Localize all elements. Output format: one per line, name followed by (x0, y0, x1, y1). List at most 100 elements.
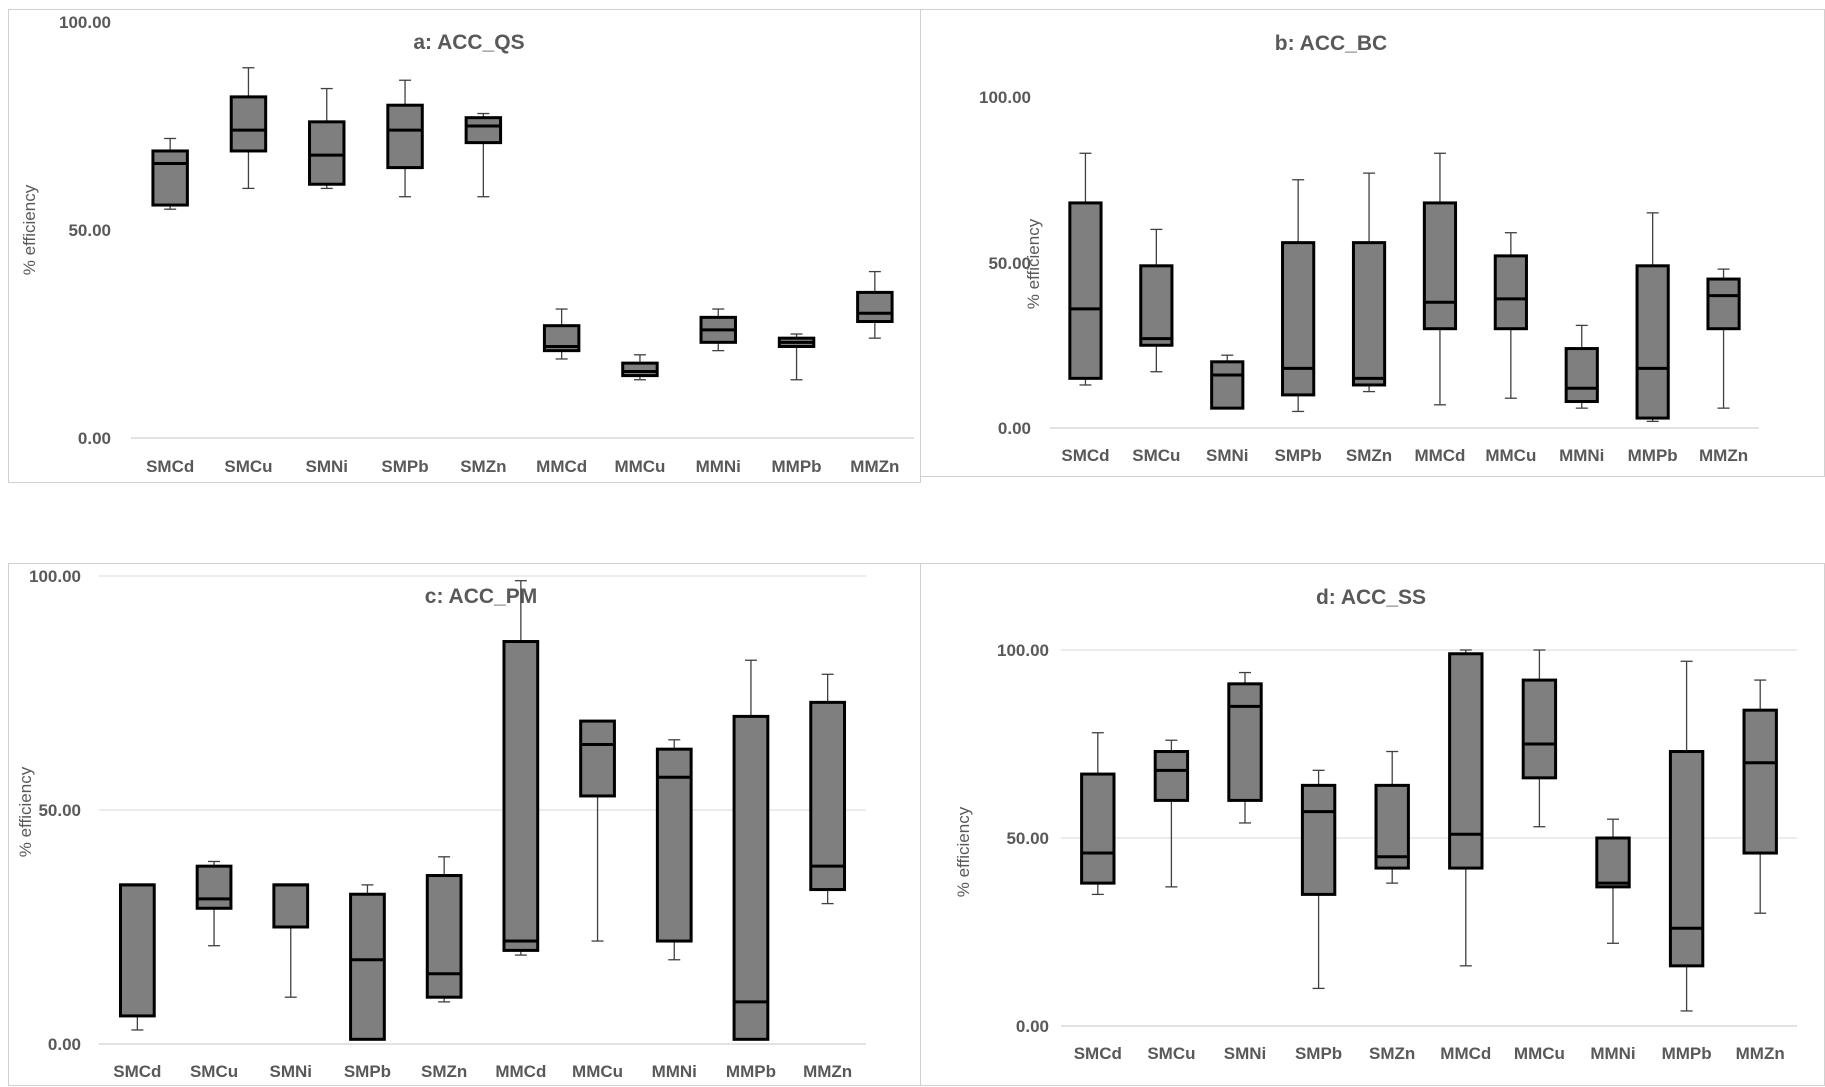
x-tick-label: MMZn (1736, 1044, 1785, 1063)
y-tick-label: 100.00 (979, 88, 1031, 107)
box-mmni (655, 739, 693, 961)
box-iqr (1493, 254, 1528, 331)
y-tick-label: 0.00 (78, 429, 111, 448)
x-tick-label: SMZn (421, 1062, 467, 1081)
x-tick-label: SMZn (1346, 446, 1392, 465)
box-iqr (1706, 277, 1741, 331)
box-iqr (579, 719, 616, 798)
y-tick-label: 50.00 (1006, 829, 1049, 848)
chart-title: d: ACC_SS (1316, 586, 1426, 609)
x-tick-label: MMZn (1699, 446, 1748, 465)
box-mmni (1595, 818, 1631, 944)
y-tick-label: 100.00 (59, 13, 111, 32)
box-iqr (464, 116, 503, 145)
box-smpb (386, 79, 424, 198)
box-smcu (229, 67, 268, 190)
box-mmcd (1448, 649, 1484, 967)
chart-title: b: ACC_BC (1275, 32, 1387, 55)
box-smcd (1068, 152, 1103, 386)
box-iqr (856, 290, 894, 324)
y-tick-label: 100.00 (29, 567, 81, 586)
x-tick-label: SMCd (1061, 446, 1109, 465)
x-tick-label: SMPb (1275, 446, 1322, 465)
box-iqr (349, 892, 386, 1041)
y-axis-label: % efficiency (1024, 218, 1043, 309)
x-tick-label: MMCu (1514, 1044, 1565, 1063)
chart-panel-b: b: ACC_BC % efficiency 0.00 50.00 100.00 SMCd… (920, 9, 1825, 477)
box-iqr (1300, 783, 1337, 896)
y-tick-label: 50.00 (68, 221, 111, 240)
box-smzn (1374, 750, 1410, 884)
box-smzn (425, 856, 463, 1003)
x-tick-label: SMCu (190, 1062, 238, 1081)
chart-a-svg: a: ACC_QS % efficiency 0.00 50.00 100.00 SMCd… (20, 13, 914, 476)
box-iqr (1139, 264, 1174, 347)
box-mmzn (856, 270, 894, 339)
box-mmcd (502, 580, 540, 956)
box-smzn (464, 112, 503, 198)
x-tick-label: MMCd (536, 457, 587, 476)
box-iqr (118, 883, 156, 1018)
box-mmcu (621, 354, 659, 381)
box-smpb (1281, 179, 1316, 413)
x-tick-label: SMNi (1224, 1044, 1267, 1063)
box-iqr (1080, 772, 1116, 885)
box-iqr (151, 149, 189, 207)
x-tick-label: MMNi (652, 1062, 697, 1081)
y-tick-label: 50.00 (38, 801, 81, 820)
box-iqr (1521, 678, 1558, 780)
box-iqr (621, 361, 659, 378)
box-iqr (386, 103, 424, 170)
box-mmcd (542, 308, 581, 360)
x-tick-label: SMCu (224, 457, 272, 476)
x-tick-label: MMPb (1662, 1044, 1712, 1063)
box-mmcu (1493, 232, 1528, 399)
x-tick-label: MMCd (495, 1062, 546, 1081)
box-mmcu (579, 719, 616, 942)
chart-c-svg: c: ACC_PM % efficiency 0.00 50.00 100.00 SMCd… (16, 567, 866, 1081)
box-smcd (1080, 732, 1116, 896)
x-tick-label: SMCd (146, 457, 194, 476)
box-smni (1227, 671, 1263, 824)
box-smcd (118, 883, 156, 1031)
box-smni (308, 87, 346, 190)
box-smcd (151, 137, 189, 210)
box-smni (1210, 354, 1245, 410)
x-tick-label: MMCu (1485, 446, 1536, 465)
box-smcu (1139, 228, 1174, 373)
box-iqr (1668, 750, 1705, 968)
x-tick-label: SMZn (460, 457, 506, 476)
chart-panel-a: a: ACC_QS % efficiency 0.00 50.00 100.00 SMCd… (8, 9, 921, 483)
box-mmcd (1422, 152, 1458, 406)
box-mmcu (1521, 649, 1558, 828)
y-tick-label: 0.00 (1016, 1017, 1049, 1036)
box-iqr (1351, 241, 1387, 387)
box-iqr (1281, 241, 1316, 397)
y-tick-label: 50.00 (988, 254, 1031, 273)
box-iqr (272, 883, 310, 929)
x-tick-label: MMCu (614, 457, 665, 476)
x-tick-label: MMNi (1559, 446, 1604, 465)
chart-b-svg: b: ACC_BC % efficiency 0.00 50.00 100.00 SMCd… (979, 32, 1759, 465)
x-tick-label: MMPb (1628, 446, 1678, 465)
y-tick-label: 0.00 (48, 1035, 81, 1054)
box-iqr (732, 714, 770, 1041)
y-axis-label: % efficiency (954, 806, 973, 897)
box-mmzn (809, 673, 847, 905)
x-tick-label: MMZn (803, 1062, 852, 1081)
x-tick-label: SMPb (1295, 1044, 1342, 1063)
y-tick-label: 0.00 (998, 419, 1031, 438)
box-iqr (1227, 682, 1263, 802)
box-mmni (699, 308, 737, 352)
x-tick-label: MMNi (696, 457, 741, 476)
box-iqr (195, 864, 233, 910)
x-tick-label: SMCd (113, 1062, 161, 1081)
x-tick-label: MMCd (1440, 1044, 1491, 1063)
box-smcu (1153, 739, 1190, 888)
x-tick-label: MMCu (572, 1062, 623, 1081)
box-iqr (1635, 264, 1670, 420)
box-iqr (1742, 708, 1778, 855)
chart-panel-d: d: ACC_SS % efficiency 0.00 50.00 100.00 SMCd… (920, 563, 1825, 1086)
y-tick-label: 100.00 (997, 641, 1049, 660)
x-tick-label: MMPb (772, 457, 822, 476)
